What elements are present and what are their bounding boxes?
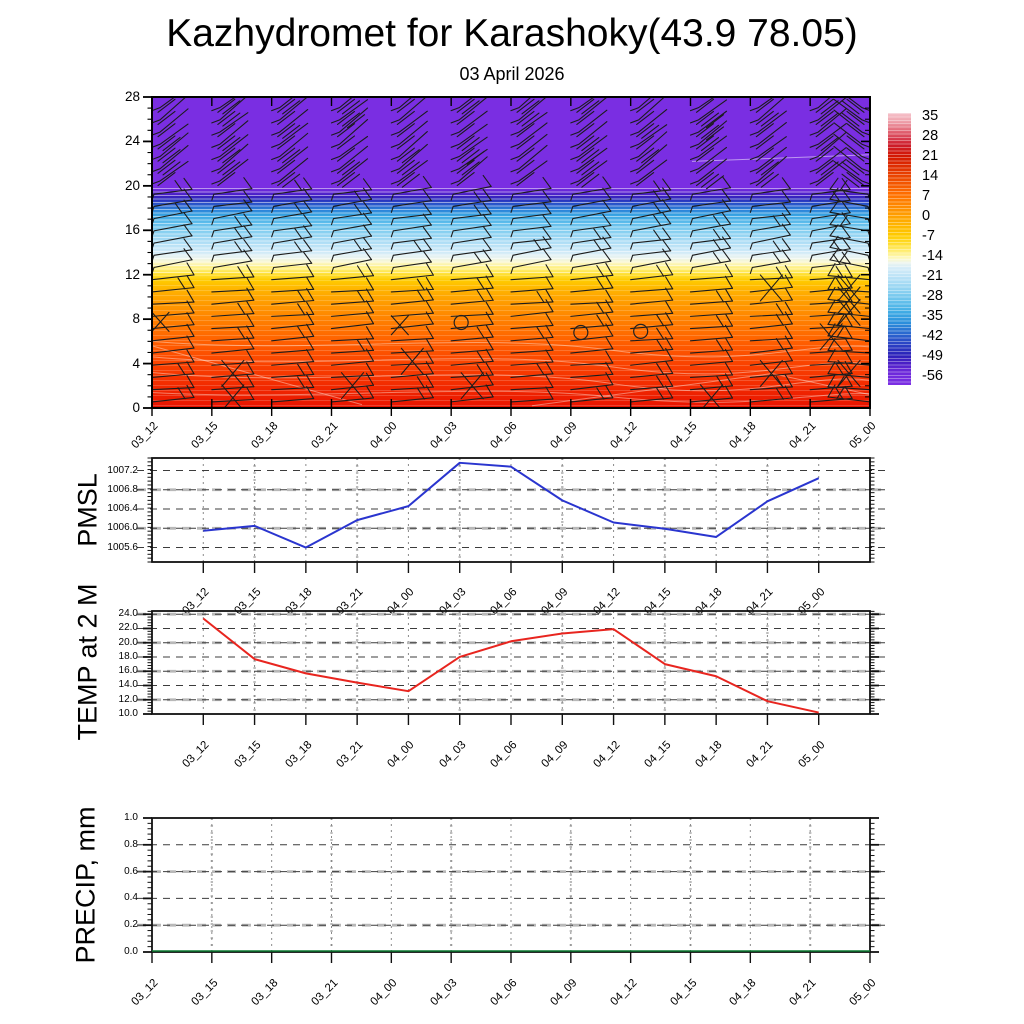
temp-2m-y-tick-label: 12.0 xyxy=(118,693,138,705)
height-axis-tick-label: 28 xyxy=(124,89,140,104)
temp-2m-svg xyxy=(137,610,885,725)
time-tick-label: 04_18 xyxy=(727,977,759,1009)
colorbar-tick-label: 0 xyxy=(922,208,931,224)
colorbar-tick-label: -28 xyxy=(922,288,943,304)
precip-y-tick-label: 1.0 xyxy=(124,812,138,823)
colorbar-tick-label: 7 xyxy=(922,188,931,204)
pmsl-grid xyxy=(137,458,885,562)
time-tick-label: 04_03 xyxy=(428,977,460,1009)
pmsl-y-tick-label: 1007.2 xyxy=(107,464,138,476)
precip-grid xyxy=(137,818,885,952)
time-tick-label: 03_12 xyxy=(180,739,212,771)
temp-2m-y-tick-label: 20.0 xyxy=(118,636,138,648)
colorbar-tick-label: -21 xyxy=(922,268,943,284)
time-tick-label: 03_18 xyxy=(283,739,315,771)
colorbar-tick-label: 21 xyxy=(922,148,939,164)
time-tick-label: 04_15 xyxy=(667,977,699,1009)
temp-2m-y-tick-label: 16.0 xyxy=(118,665,138,677)
time-tick-label: 03_15 xyxy=(189,977,221,1009)
time-tick-label: 04_06 xyxy=(488,977,520,1009)
time-tick-label: 05_00 xyxy=(847,977,879,1009)
precip-y-tick-label: 0.6 xyxy=(124,865,138,877)
temp-2m-y-tick-label: 24.0 xyxy=(118,608,138,620)
time-tick-label: 03_21 xyxy=(308,977,340,1009)
time-tick-label: 04_12 xyxy=(590,739,623,771)
top-panel-axes xyxy=(143,96,871,416)
pmsl-y-tick-label: 1006.4 xyxy=(107,503,138,515)
height-axis-tick-label: 20 xyxy=(124,177,140,193)
time-tick-label: 04_09 xyxy=(548,977,580,1009)
colorbar-tick-label: 35 xyxy=(922,108,939,124)
time-tick-label: 04_09 xyxy=(539,739,571,771)
precip-y-tick-label: 0.0 xyxy=(124,946,138,957)
height-axis-tick-label: 0 xyxy=(132,400,140,415)
precip-y-tick-label: 0.4 xyxy=(124,892,138,904)
precip-axis-title: PRECIP, mm xyxy=(70,806,101,964)
colorbar-tick-label: 14 xyxy=(922,168,939,184)
height-axis-tick-label: 8 xyxy=(132,311,140,327)
temp-2m-y-tick-label: 14.0 xyxy=(118,679,138,691)
time-tick-label: 04_21 xyxy=(744,739,776,771)
time-tick-label: 04_00 xyxy=(368,977,400,1009)
temp-2m-line xyxy=(202,617,819,714)
precip-axes xyxy=(143,817,879,963)
colorbar-gradient xyxy=(888,113,911,385)
calm-wind-circle xyxy=(573,324,589,341)
precip-svg xyxy=(137,817,885,963)
time-tick-label: 04_03 xyxy=(437,739,469,771)
calm-wind-circle xyxy=(453,314,469,331)
precip-y-tick-label: 0.2 xyxy=(124,919,138,931)
temp-2m-y-tick-label: 10.0 xyxy=(118,708,138,719)
colorbar-tick-label: -7 xyxy=(922,228,935,244)
cross-barb xyxy=(152,311,170,332)
time-tick-label: 04_21 xyxy=(787,977,819,1009)
height-axis-tick-label: 4 xyxy=(132,355,140,371)
figure-title: Kazhydromet for Karashoky(43.9 78.05) xyxy=(166,12,858,55)
time-tick-label: 03_18 xyxy=(249,977,281,1009)
pmsl-y-tick-label: 1006.0 xyxy=(107,522,138,534)
temp-2m-axes xyxy=(143,610,879,725)
height-axis-tick-label: 12 xyxy=(124,266,140,282)
wind-barbs-layer xyxy=(152,97,870,408)
pmsl-y-tick-label: 1006.8 xyxy=(107,483,138,495)
colorbar-tick-label: -42 xyxy=(922,328,943,344)
temp-2m-grid xyxy=(137,611,885,714)
pmsl-svg xyxy=(137,457,885,573)
time-tick-label: 04_15 xyxy=(642,739,674,771)
precip-y-tick-label: 0.8 xyxy=(124,838,138,850)
colorbar-tick-label: -49 xyxy=(922,348,943,364)
time-tick-label: 05_00 xyxy=(796,739,828,771)
time-tick-label: 04_18 xyxy=(693,739,725,771)
colorbar-tick-label: -56 xyxy=(922,368,943,384)
time-tick-label: 04_06 xyxy=(488,739,520,771)
colorbar-tick-label: 28 xyxy=(922,128,939,144)
time-tick-label: 04_12 xyxy=(608,977,640,1009)
height-axis-tick-label: 16 xyxy=(124,222,140,238)
pmsl-y-tick-label: 1005.6 xyxy=(107,541,138,553)
time-tick-label: 03_12 xyxy=(129,977,161,1009)
time-tick-label: 03_15 xyxy=(231,739,264,771)
cross-barb xyxy=(390,315,409,336)
temp-2m-y-tick-label: 22.0 xyxy=(118,622,138,634)
pmsl-line xyxy=(203,461,820,549)
calm-wind-circle xyxy=(633,323,649,339)
colorbar-tick-label: -35 xyxy=(922,308,943,324)
figure-subtitle: 03 April 2026 xyxy=(459,64,565,84)
time-tick-label: 03_21 xyxy=(334,739,366,771)
time-tick-label: 04_00 xyxy=(385,739,417,771)
temp-2m-y-tick-label: 18.0 xyxy=(118,650,138,662)
temperature-height-svg xyxy=(143,96,871,416)
height-axis-tick-label: 24 xyxy=(124,133,140,149)
pmsl-axes xyxy=(147,457,875,573)
colorbar-tick-label: -14 xyxy=(922,248,943,264)
